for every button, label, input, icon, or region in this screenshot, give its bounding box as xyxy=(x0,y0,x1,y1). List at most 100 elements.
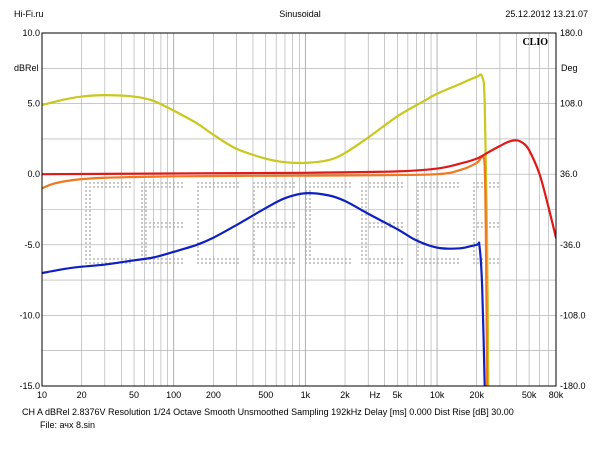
watermark-dot xyxy=(360,237,364,241)
watermark-dot xyxy=(340,185,344,189)
watermark-dot xyxy=(104,185,108,189)
watermark-dot xyxy=(88,229,92,233)
watermark-dot xyxy=(276,185,280,189)
y-tick-label: -15.0 xyxy=(19,381,40,391)
watermark-dot xyxy=(180,257,184,261)
y-tick-label: -10.0 xyxy=(19,310,40,320)
watermark-dot xyxy=(364,205,368,209)
watermark-dot xyxy=(364,213,368,217)
watermark-dot xyxy=(272,261,276,265)
watermark-dot xyxy=(256,181,260,185)
watermark-dot xyxy=(128,185,132,189)
watermark-dot xyxy=(376,261,380,265)
watermark-dot xyxy=(88,189,92,193)
watermark-dot xyxy=(236,257,240,261)
watermark-dot xyxy=(288,257,292,261)
watermark-dot xyxy=(88,241,92,245)
watermark-dot xyxy=(236,261,240,265)
watermark-dot xyxy=(372,181,376,185)
watermark-dot xyxy=(312,181,316,185)
watermark-dot xyxy=(416,213,420,217)
watermark-dot xyxy=(84,225,88,229)
watermark-dot xyxy=(88,253,92,257)
watermark-dot xyxy=(472,233,476,237)
watermark-dot xyxy=(272,257,276,261)
watermark-dot xyxy=(360,245,364,249)
watermark-dot xyxy=(472,205,476,209)
watermark-dot xyxy=(252,217,256,221)
watermark-dot xyxy=(232,185,236,189)
watermark-dot xyxy=(344,257,348,261)
watermark-dot xyxy=(84,253,88,257)
watermark-dot xyxy=(496,221,500,225)
watermark-dot xyxy=(272,221,276,225)
watermark-dot xyxy=(140,193,144,197)
watermark-dot xyxy=(144,181,148,185)
watermark-dot xyxy=(308,253,312,257)
watermark-dot xyxy=(492,185,496,189)
watermark-dot xyxy=(228,181,232,185)
watermark-dot xyxy=(312,257,316,261)
watermark-dot xyxy=(476,221,480,225)
watermark-dot xyxy=(428,181,432,185)
watermark-dot xyxy=(260,225,264,229)
watermark-dot xyxy=(340,257,344,261)
watermark-dot xyxy=(196,249,200,253)
watermark-dot xyxy=(416,257,420,261)
watermark-dot xyxy=(480,225,484,229)
watermark-dot xyxy=(324,181,328,185)
watermark-dot xyxy=(252,197,256,201)
watermark-dot xyxy=(252,185,256,189)
watermark-dot xyxy=(196,189,200,193)
watermark-dot xyxy=(472,217,476,221)
watermark-dot xyxy=(364,201,368,205)
watermark-dot xyxy=(380,225,384,229)
watermark-dot xyxy=(140,201,144,205)
watermark-dot xyxy=(164,261,168,265)
watermark-dot xyxy=(388,181,392,185)
watermark-dot xyxy=(148,221,152,225)
watermark-dot xyxy=(268,257,272,261)
watermark-dot xyxy=(472,193,476,197)
watermark-dot xyxy=(96,261,100,265)
watermark-dot xyxy=(196,229,200,233)
watermark-dot xyxy=(308,245,312,249)
watermark-dot xyxy=(148,225,152,229)
watermark-dot xyxy=(168,261,172,265)
watermark-dot xyxy=(100,261,104,265)
watermark-dot xyxy=(364,197,368,201)
watermark-dot xyxy=(168,225,172,229)
watermark-dot xyxy=(368,225,372,229)
watermark-dot xyxy=(364,221,368,225)
watermark-dot xyxy=(140,181,144,185)
watermark-dot xyxy=(176,185,180,189)
watermark-dot xyxy=(492,221,496,225)
watermark-dot xyxy=(308,209,312,213)
watermark-dot xyxy=(456,185,460,189)
watermark-dot xyxy=(168,221,172,225)
watermark-dot xyxy=(452,185,456,189)
watermark-dot xyxy=(428,257,432,261)
watermark-dot xyxy=(228,185,232,189)
watermark-dot xyxy=(88,249,92,253)
watermark-dot xyxy=(384,261,388,265)
watermark-dot xyxy=(476,181,480,185)
watermark-dot xyxy=(440,261,444,265)
watermark-dot xyxy=(84,229,88,233)
watermark-dot xyxy=(496,181,500,185)
watermark-dot xyxy=(168,181,172,185)
x-tick-label: 20k xyxy=(469,390,484,400)
y-tick-label: 10.0 xyxy=(22,28,40,38)
watermark-dot xyxy=(196,213,200,217)
watermark-dot xyxy=(492,181,496,185)
watermark-dot xyxy=(472,249,476,253)
watermark-dot xyxy=(176,257,180,261)
watermark-dot xyxy=(452,261,456,265)
watermark-dot xyxy=(88,213,92,217)
watermark-dot xyxy=(148,261,152,265)
watermark-dot xyxy=(268,225,272,229)
watermark-dot xyxy=(492,225,496,229)
watermark-dot xyxy=(360,181,364,185)
watermark-dot xyxy=(200,261,204,265)
watermark-dot xyxy=(88,193,92,197)
